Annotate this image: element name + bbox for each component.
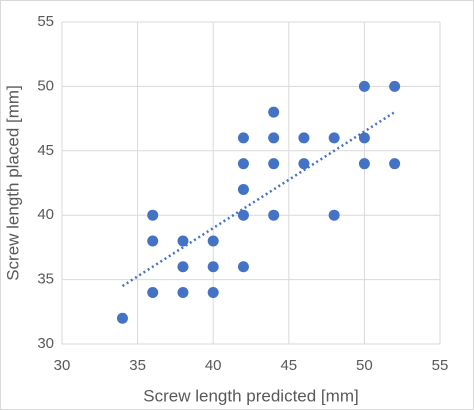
scatter-point bbox=[268, 158, 280, 170]
scatter-point bbox=[237, 183, 249, 195]
y-tick-label: 50 bbox=[37, 77, 54, 94]
scatter-point bbox=[116, 312, 128, 324]
x-tick-label: 35 bbox=[129, 357, 146, 374]
x-tick-label: 30 bbox=[54, 357, 71, 374]
x-tick-label: 55 bbox=[432, 357, 449, 374]
scatter-point bbox=[207, 286, 219, 298]
scatter-point bbox=[207, 261, 219, 273]
scatter-point bbox=[177, 261, 189, 273]
y-tick-label: 45 bbox=[37, 142, 54, 159]
scatter-point bbox=[268, 132, 280, 144]
y-tick-label: 40 bbox=[37, 206, 54, 223]
scatter-point bbox=[268, 106, 280, 118]
scatter-point bbox=[358, 80, 370, 92]
y-axis-label: Screw length placed [mm] bbox=[3, 85, 22, 281]
scatter-point bbox=[147, 235, 159, 247]
scatter-point bbox=[177, 286, 189, 298]
scatter-point bbox=[389, 158, 401, 170]
x-tick-label: 50 bbox=[356, 357, 373, 374]
scatter-point bbox=[207, 235, 219, 247]
scatter-point bbox=[298, 158, 310, 170]
scatter-point bbox=[389, 80, 401, 92]
scatter-point bbox=[147, 286, 159, 298]
x-axis-label: Screw length predicted [mm] bbox=[143, 386, 358, 405]
x-tick-label: 45 bbox=[280, 357, 297, 374]
scatter-point bbox=[237, 209, 249, 221]
scatter-point bbox=[358, 132, 370, 144]
scatter-point bbox=[328, 209, 340, 221]
scatter-point bbox=[177, 235, 189, 247]
scatter-point bbox=[358, 158, 370, 170]
y-tick-label: 55 bbox=[37, 13, 54, 30]
x-tick-label: 40 bbox=[205, 357, 222, 374]
scatter-point bbox=[237, 158, 249, 170]
y-tick-label: 30 bbox=[37, 335, 54, 352]
trendline bbox=[121, 111, 396, 288]
scatter-point bbox=[328, 132, 340, 144]
scatter-point bbox=[268, 209, 280, 221]
scatter-point bbox=[147, 209, 159, 221]
y-tick-label: 35 bbox=[37, 271, 54, 288]
scatter-point bbox=[298, 132, 310, 144]
scatter-point bbox=[237, 261, 249, 273]
scatter-point bbox=[237, 132, 249, 144]
